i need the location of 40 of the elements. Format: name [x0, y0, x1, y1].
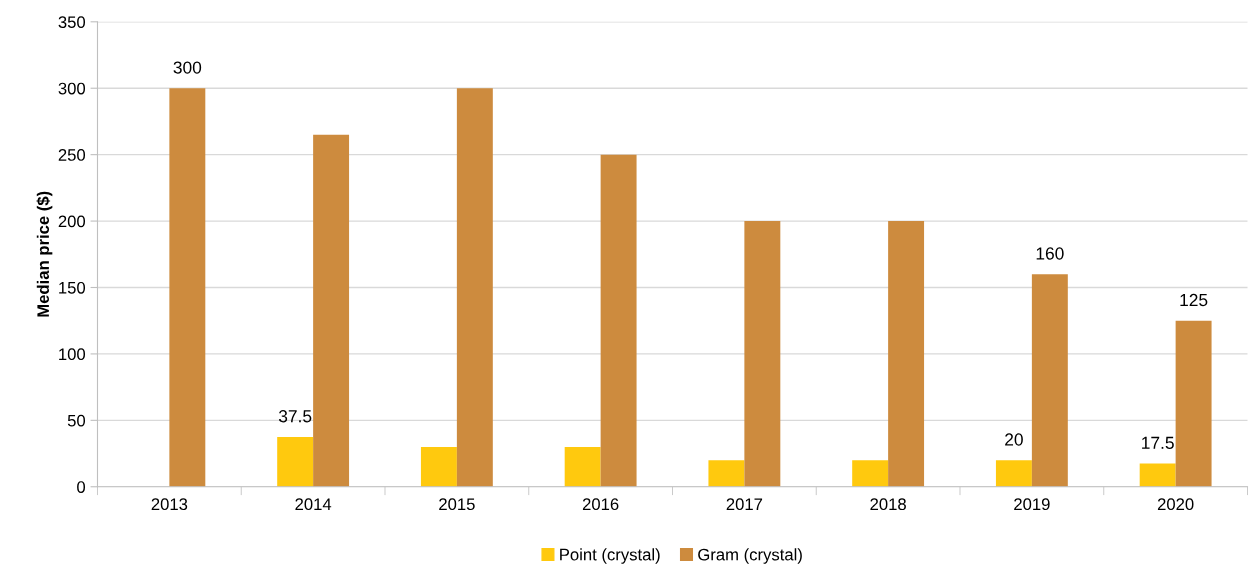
data-label: 160	[1036, 247, 1064, 260]
data-label: 17.5	[1142, 436, 1174, 449]
x-tick-label: 2017	[726, 498, 763, 511]
y-tick-label: 0	[77, 481, 86, 493]
data-label: 20	[1005, 433, 1023, 446]
x-tick-label: 2016	[582, 498, 619, 511]
y-axis-title: Median price ($)	[36, 191, 53, 317]
x-tick-label: 2019	[1014, 498, 1050, 511]
x-tick-label: 2020	[1157, 498, 1194, 511]
bar	[600, 154, 637, 487]
x-tick-label: 2018	[870, 498, 906, 511]
bar	[744, 221, 781, 487]
bar	[420, 446, 457, 487]
y-tick-label: 150	[59, 281, 86, 294]
bar	[456, 88, 493, 487]
data-label: 125	[1180, 293, 1208, 307]
bar	[169, 88, 206, 487]
y-tick-label: 350	[58, 16, 86, 29]
bar	[995, 460, 1032, 487]
bar	[1139, 463, 1176, 487]
bar	[1175, 320, 1212, 487]
bar	[852, 460, 889, 487]
data-label: 300	[173, 61, 202, 74]
x-tick-label: 2013	[151, 498, 188, 511]
y-tick-label: 250	[58, 149, 86, 161]
legend-label: Point (crystal)	[560, 548, 660, 564]
legend-label: Gram (crystal)	[698, 548, 802, 564]
y-tick-label: 200	[58, 215, 86, 228]
bar	[564, 446, 601, 487]
bar	[313, 134, 350, 487]
data-label: 37.5	[278, 410, 312, 423]
bar	[888, 221, 925, 487]
y-tick-label: 300	[58, 82, 86, 95]
y-tick-label: 100	[59, 348, 86, 361]
y-tick-label: 50	[67, 414, 86, 427]
x-tick-label: 2015	[439, 498, 475, 511]
bar	[708, 460, 745, 487]
x-tick-label: 2014	[295, 498, 332, 511]
bar	[277, 436, 314, 487]
bar	[1031, 274, 1068, 487]
